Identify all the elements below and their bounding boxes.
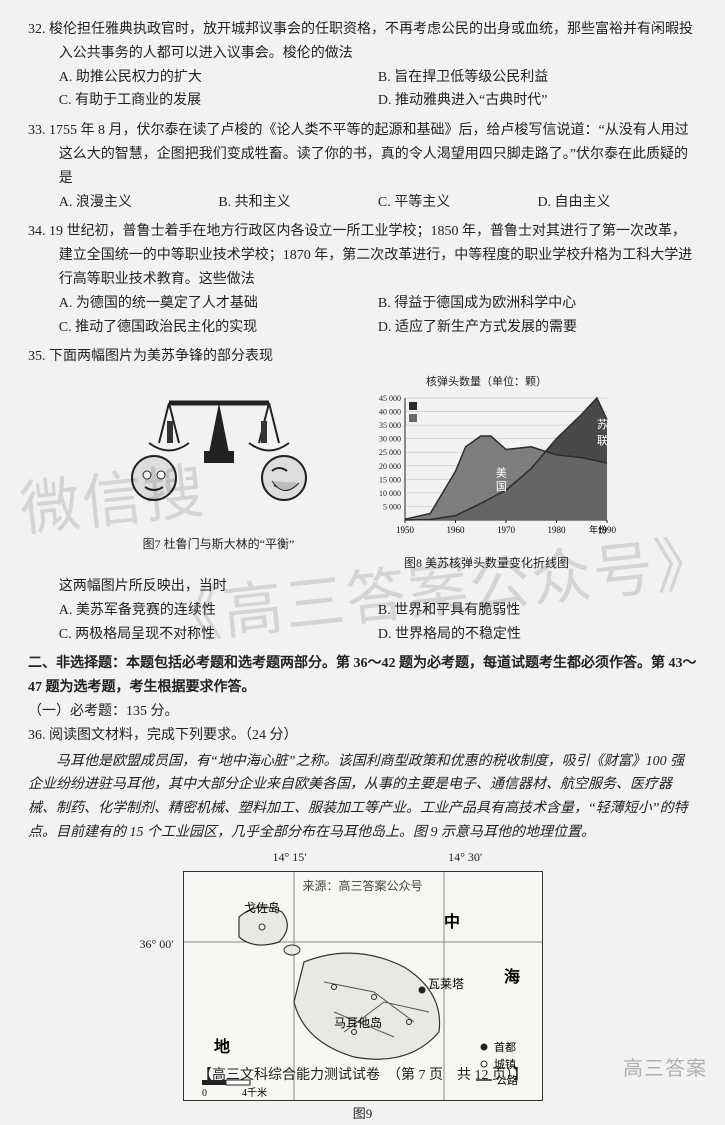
svg-text:10 000: 10 000 bbox=[379, 489, 401, 498]
svg-text:1970: 1970 bbox=[497, 525, 516, 535]
q35-opt-a: A. 美苏军备竞赛的连续性 bbox=[59, 599, 378, 623]
chart-icon: 5 000 10 000 15 000 20 000 25 000 30 000 35 00… bbox=[357, 392, 617, 542]
question-34: 34. 19 世纪初，普鲁士着手在地方行政区内各设立一所工业学校；1850 年，… bbox=[28, 220, 697, 339]
q34-num: 34. bbox=[28, 224, 46, 239]
svg-text:30 000: 30 000 bbox=[379, 435, 401, 444]
q33-opt-d: D. 自由主义 bbox=[537, 191, 697, 215]
map-lat: 36° 00′ bbox=[140, 934, 174, 954]
svg-text:15 000: 15 000 bbox=[379, 475, 401, 484]
section2-head: 二、非选择题：本题包括必考题和选考题两部分。第 36～42 题为必考题，每道试题… bbox=[28, 652, 697, 700]
svg-text:海: 海 bbox=[504, 967, 520, 986]
q34-opts-row1: A. 为德国的统一奠定了人才基础 B. 得益于德国成为欧洲科学中心 bbox=[28, 292, 697, 316]
svg-text:1980: 1980 bbox=[547, 525, 566, 535]
svg-text:5 000: 5 000 bbox=[383, 502, 401, 511]
q32-num: 32. bbox=[28, 22, 46, 37]
q35-opt-d: D. 世界格局的不稳定性 bbox=[378, 623, 697, 647]
svg-text:瓦莱塔: 瓦莱塔 bbox=[428, 977, 464, 991]
q32-opt-d: D. 推动雅典进入“古典时代” bbox=[378, 89, 697, 113]
fig7-caption: 图7 杜鲁门与斯大林的“平衡” bbox=[109, 534, 329, 554]
svg-text:1950: 1950 bbox=[396, 525, 415, 535]
figure-8: 核弹头数量（单位：颗） 5 000 10 000 15 000 20 000 25 00… bbox=[357, 373, 617, 573]
figure-row: 图7 杜鲁门与斯大林的“平衡” 核弹头数量（单位：颗） 5 000 10 000 1… bbox=[28, 373, 697, 573]
q33-num: 33. bbox=[28, 123, 46, 138]
svg-text:0: 0 bbox=[202, 1088, 207, 1099]
q32-opts-row2: C. 有助于工商业的发展 D. 推动雅典进入“古典时代” bbox=[28, 89, 697, 113]
page-footer: 【高三文科综合能力测试试卷 （第 7 页 共 12 页）】 bbox=[0, 1064, 725, 1088]
q34-opt-d: D. 适应了新生产方式发展的需要 bbox=[378, 316, 697, 340]
q33-text: 33. 1755 年 8 月，伏尔泰在读了卢梭的《论人类不平等的起源和基础》后，… bbox=[28, 119, 697, 190]
q36-para: 马耳他是欧盟成员国，有“地中海心脏”之称。该国利商型政策和优惠的税收制度，吸引《… bbox=[28, 750, 697, 845]
svg-text:中: 中 bbox=[444, 912, 460, 931]
q33-opts: A. 浪漫主义 B. 共和主义 C. 平等主义 D. 自由主义 bbox=[28, 191, 697, 215]
svg-text:45 000: 45 000 bbox=[379, 394, 401, 403]
q34-opt-c: C. 推动了德国政治民主化的实现 bbox=[59, 316, 378, 340]
q32-text: 32. 梭伦担任雅典执政官时，放开城邦议事会的任职资格，不再考虑公民的出身或血统… bbox=[28, 18, 697, 66]
question-32: 32. 梭伦担任雅典执政官时，放开城邦议事会的任职资格，不再考虑公民的出身或血统… bbox=[28, 18, 697, 113]
svg-text:4千米: 4千米 bbox=[242, 1086, 267, 1099]
map-source: 来源：高三答案公众号 bbox=[184, 876, 542, 896]
q33-opt-b: B. 共和主义 bbox=[218, 191, 378, 215]
fig8-title: 核弹头数量（单位：颗） bbox=[357, 373, 617, 392]
svg-text:联: 联 bbox=[596, 434, 607, 447]
svg-text:首都: 首都 bbox=[494, 1040, 516, 1054]
fig8-caption: 图8 美苏核弹头数量变化折线图 bbox=[357, 553, 617, 573]
q35-opts-row1: A. 美苏军备竞赛的连续性 B. 世界和平具有脆弱性 bbox=[28, 599, 697, 623]
cartoon-icon bbox=[109, 373, 329, 523]
q34-opt-b: B. 得益于德国成为欧洲科学中心 bbox=[378, 292, 697, 316]
question-35: 35. 下面两幅图片为美苏争锋的部分表现 bbox=[28, 345, 697, 646]
svg-text:1960: 1960 bbox=[446, 525, 465, 535]
figure-7: 图7 杜鲁门与斯大林的“平衡” bbox=[109, 373, 329, 573]
q35-text: 35. 下面两幅图片为美苏争锋的部分表现 bbox=[28, 345, 697, 369]
svg-text:年份: 年份 bbox=[588, 524, 606, 535]
q33-opt-a: A. 浪漫主义 bbox=[59, 191, 219, 215]
q36-num: 36. bbox=[28, 728, 46, 743]
q34-text: 34. 19 世纪初，普鲁士着手在地方行政区内各设立一所工业学校；1850 年，… bbox=[28, 220, 697, 291]
map-lon2: 14° 30′ bbox=[448, 847, 482, 867]
q32-opt-a: A. 助推公民权力的扩大 bbox=[59, 66, 378, 90]
svg-text:马耳他岛: 马耳他岛 bbox=[334, 1015, 382, 1030]
svg-text:戈佐岛: 戈佐岛 bbox=[244, 900, 280, 915]
q32-opts-row1: A. 助推公民权力的扩大 B. 旨在捍卫低等级公民利益 bbox=[28, 66, 697, 90]
q34-opt-a: A. 为德国的统一奠定了人才基础 bbox=[59, 292, 378, 316]
svg-text:35 000: 35 000 bbox=[379, 421, 401, 430]
svg-text:20 000: 20 000 bbox=[379, 462, 401, 471]
map-caption: 图9 bbox=[183, 1103, 543, 1125]
svg-text:25 000: 25 000 bbox=[379, 448, 401, 457]
q35-sub: 这两幅图片所反映出，当时 bbox=[28, 575, 697, 599]
q32-opt-c: C. 有助于工商业的发展 bbox=[59, 89, 378, 113]
q36-head: 36. 阅读图文材料，完成下列要求。（24 分） bbox=[28, 724, 697, 748]
q32-opt-b: B. 旨在捍卫低等级公民利益 bbox=[378, 66, 697, 90]
q35-opt-c: C. 两极格局呈现不对称性 bbox=[59, 623, 378, 647]
map-lon1: 14° 15′ bbox=[273, 847, 307, 867]
svg-text:苏: 苏 bbox=[596, 418, 607, 431]
q33-opt-c: C. 平等主义 bbox=[378, 191, 538, 215]
q34-opts-row2: C. 推动了德国政治民主化的实现 D. 适应了新生产方式发展的需要 bbox=[28, 316, 697, 340]
q35-opt-b: B. 世界和平具有脆弱性 bbox=[378, 599, 697, 623]
section2-sub: （一）必考题：135 分。 bbox=[28, 700, 697, 724]
svg-text:40 000: 40 000 bbox=[379, 407, 401, 416]
q35-num: 35. bbox=[28, 349, 46, 364]
svg-text:地: 地 bbox=[214, 1037, 230, 1056]
svg-text:美: 美 bbox=[495, 466, 506, 479]
svg-text:国: 国 bbox=[495, 480, 506, 493]
question-33: 33. 1755 年 8 月，伏尔泰在读了卢梭的《论人类不平等的起源和基础》后，… bbox=[28, 119, 697, 214]
q35-opts-row2: C. 两极格局呈现不对称性 D. 世界格局的不稳定性 bbox=[28, 623, 697, 647]
